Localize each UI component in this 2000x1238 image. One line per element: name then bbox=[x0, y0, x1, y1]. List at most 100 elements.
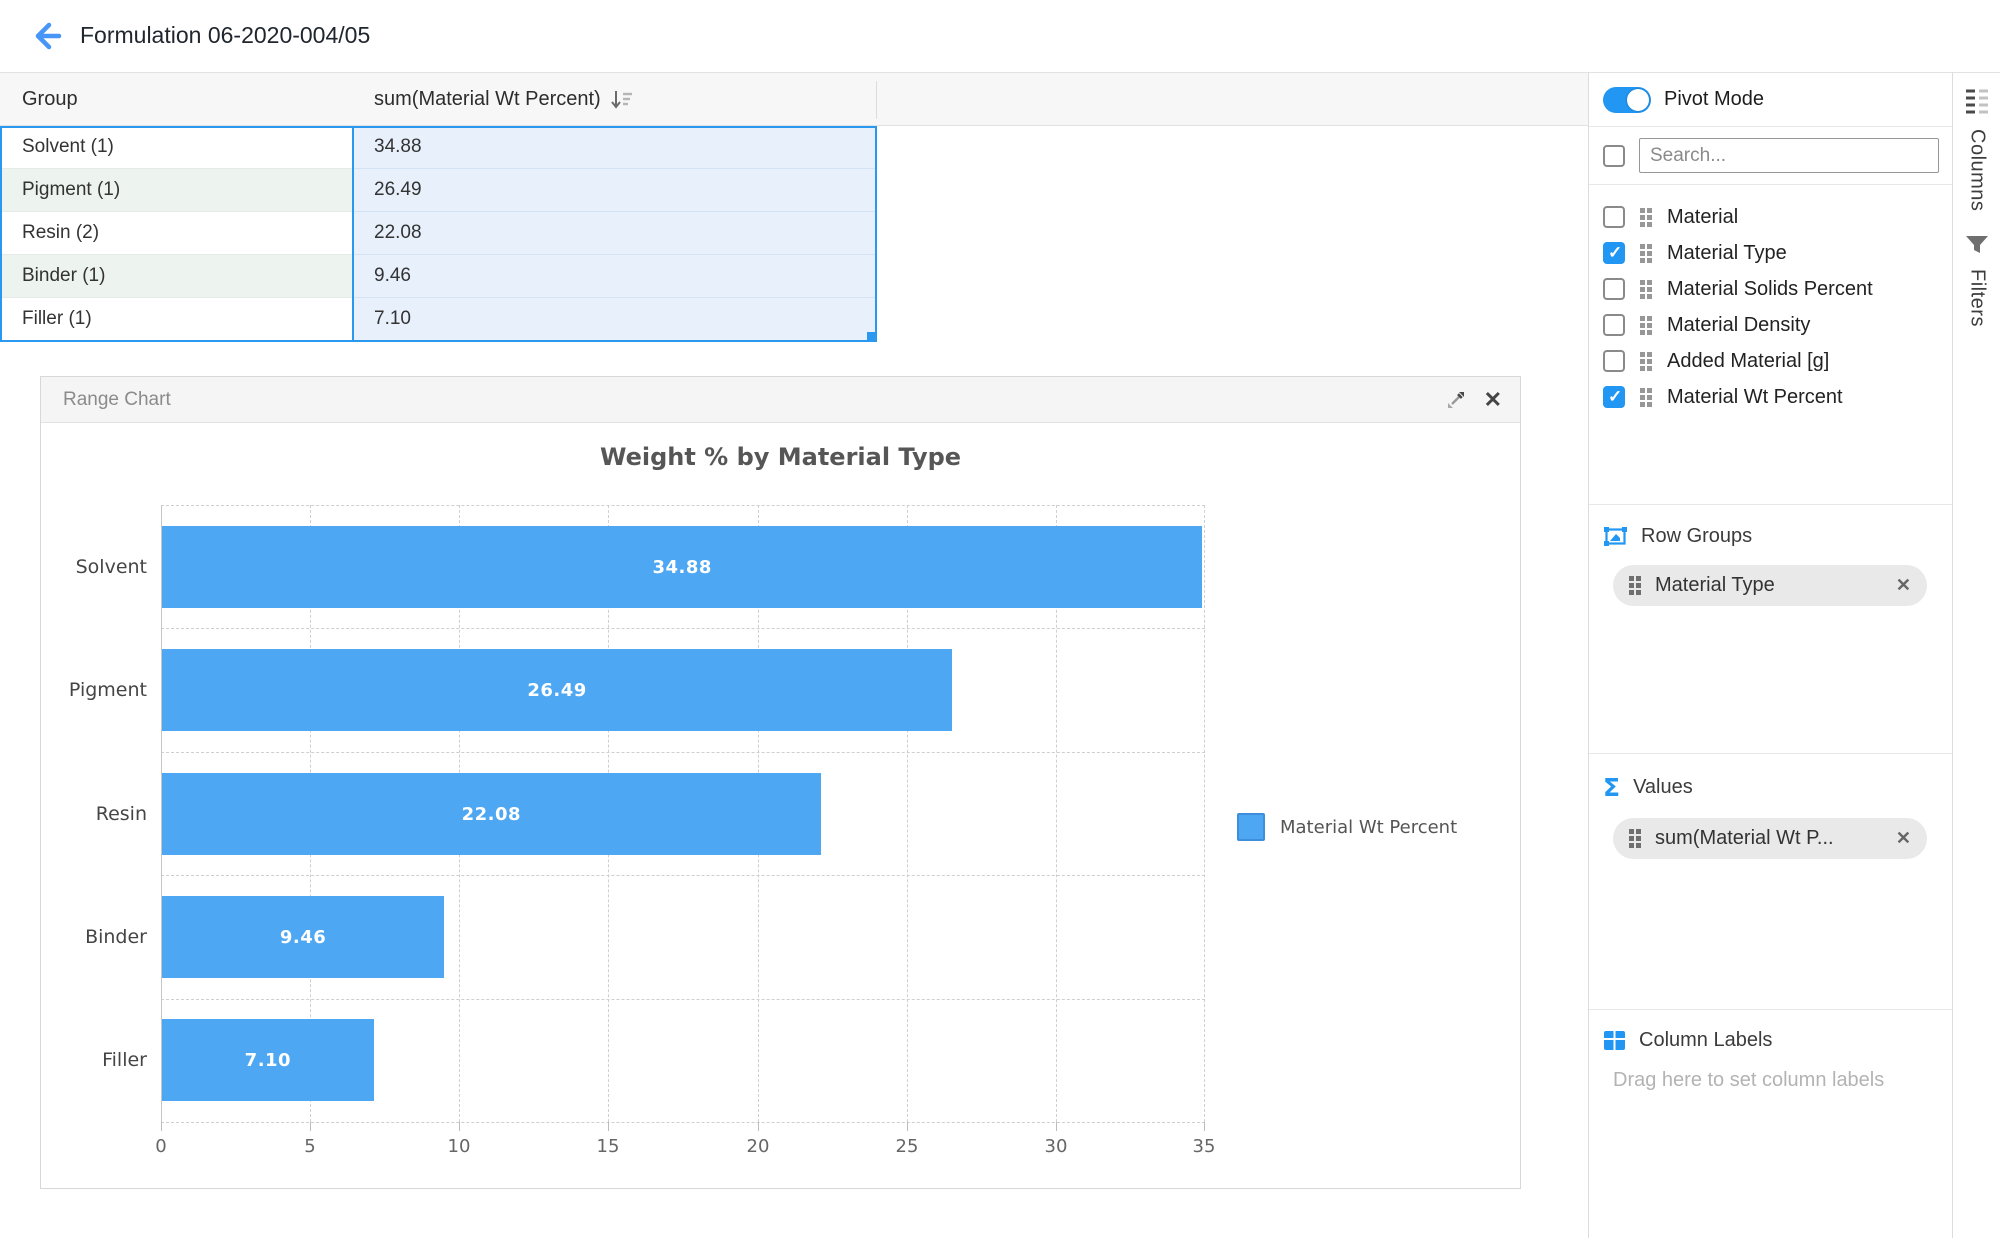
gridline bbox=[1056, 505, 1057, 1122]
bar-value-label: 34.88 bbox=[652, 556, 712, 578]
drag-handle-icon[interactable] bbox=[1640, 351, 1652, 371]
app-header: Formulation 06-2020-004/05 bbox=[0, 0, 2000, 72]
pivot-mode-toggle[interactable] bbox=[1603, 86, 1651, 113]
column-item-material-wt-percent[interactable]: Material Wt Percent bbox=[1589, 379, 1952, 415]
chart-legend[interactable]: Material Wt Percent bbox=[1237, 813, 1457, 841]
column-item-material-type[interactable]: Material Type bbox=[1589, 235, 1952, 271]
bar-binder[interactable]: 9.46 bbox=[162, 896, 445, 978]
search-input[interactable] bbox=[1639, 138, 1939, 173]
gridline bbox=[161, 999, 1205, 1000]
bar-solvent[interactable]: 34.88 bbox=[162, 526, 1203, 608]
group-cell[interactable]: Solvent (1) bbox=[0, 126, 352, 169]
column-list: Material Material Type Material Solids P… bbox=[1589, 185, 1952, 415]
group-cell[interactable]: Resin (2) bbox=[0, 212, 352, 255]
column-labels-icon bbox=[1604, 1031, 1625, 1050]
pivot-mode-row: Pivot Mode bbox=[1589, 73, 1952, 127]
back-arrow-icon bbox=[35, 22, 62, 50]
close-icon: ✕ bbox=[1483, 386, 1502, 412]
checkbox[interactable] bbox=[1603, 206, 1625, 228]
group-cell[interactable]: Pigment (1) bbox=[0, 169, 352, 212]
chart-panel-title: Range Chart bbox=[63, 388, 171, 410]
legend-label: Material Wt Percent bbox=[1280, 816, 1458, 838]
table-row[interactable]: Resin (2) 22.08 bbox=[0, 212, 1588, 255]
table-row[interactable]: Filler (1) 7.10 bbox=[0, 298, 1588, 341]
axis-tick bbox=[310, 1122, 311, 1131]
value-cell[interactable]: 9.46 bbox=[352, 255, 876, 298]
back-button[interactable] bbox=[28, 17, 66, 55]
select-all-checkbox[interactable] bbox=[1603, 144, 1625, 167]
checkbox[interactable] bbox=[1603, 314, 1625, 336]
category-label: Solvent bbox=[75, 556, 147, 578]
table-row[interactable]: Pigment (1) 26.49 bbox=[0, 169, 1588, 212]
gridline bbox=[1204, 505, 1205, 1122]
checkbox[interactable] bbox=[1603, 242, 1625, 264]
tab-columns[interactable]: Columns bbox=[1953, 87, 2000, 211]
x-tick-label: 10 bbox=[447, 1136, 471, 1157]
drag-handle-icon[interactable] bbox=[1629, 829, 1641, 848]
table-row[interactable]: Solvent (1) 34.88 bbox=[0, 126, 1588, 169]
chart-title: Weight % by Material Type bbox=[599, 443, 962, 471]
column-item-added-material[interactable]: Added Material [g] bbox=[1589, 343, 1952, 379]
column-item-material-density[interactable]: Material Density bbox=[1589, 307, 1952, 343]
group-cell[interactable]: Binder (1) bbox=[0, 255, 352, 298]
row-group-chip-material-type[interactable]: Material Type ✕ bbox=[1613, 565, 1927, 606]
drag-handle-icon[interactable] bbox=[1629, 576, 1641, 595]
value-cell[interactable]: 7.10 bbox=[352, 298, 876, 341]
remove-chip-icon[interactable]: ✕ bbox=[1895, 828, 1911, 848]
bar-value-label: 26.49 bbox=[527, 679, 587, 701]
column-item-label: Material Type bbox=[1667, 241, 1787, 264]
drag-handle-icon[interactable] bbox=[1640, 243, 1652, 263]
value-cell[interactable]: 34.88 bbox=[352, 126, 876, 169]
axis-tick bbox=[758, 1122, 759, 1131]
axis-tick bbox=[459, 1122, 460, 1131]
table-row[interactable]: Binder (1) 9.46 bbox=[0, 255, 1588, 298]
group-cell[interactable]: Filler (1) bbox=[0, 298, 352, 341]
bar-resin[interactable]: 22.08 bbox=[162, 773, 821, 855]
drag-handle-icon[interactable] bbox=[1640, 387, 1652, 407]
checkbox[interactable] bbox=[1603, 350, 1625, 372]
drag-handle-icon[interactable] bbox=[1640, 207, 1652, 227]
gridline bbox=[907, 505, 908, 1122]
chip-label: sum(Material Wt P... bbox=[1655, 827, 1834, 849]
column-header-group[interactable]: Group bbox=[0, 88, 352, 111]
axis-tick bbox=[161, 1122, 162, 1131]
checkbox[interactable] bbox=[1603, 278, 1625, 300]
bar-value-label: 9.46 bbox=[279, 926, 327, 948]
value-chip-sum-material-wt-percent[interactable]: sum(Material Wt P... ✕ bbox=[1613, 818, 1927, 859]
column-item-material[interactable]: Material bbox=[1589, 199, 1952, 235]
toggle-knob bbox=[1627, 88, 1649, 111]
bar-pigment[interactable]: 26.49 bbox=[162, 649, 953, 731]
chip-label: Material Type bbox=[1655, 574, 1775, 596]
category-label: Pigment bbox=[68, 679, 147, 701]
expand-chart-button[interactable] bbox=[1444, 388, 1468, 412]
checkbox[interactable] bbox=[1603, 386, 1625, 408]
close-chart-button[interactable]: ✕ bbox=[1483, 386, 1502, 412]
bar-filler[interactable]: 7.10 bbox=[162, 1019, 374, 1101]
x-tick-label: 5 bbox=[304, 1136, 316, 1157]
gridline bbox=[161, 628, 1205, 629]
chart-panel-header[interactable]: Range Chart ✕ bbox=[41, 377, 1520, 423]
side-tab-strip: Columns Filters bbox=[1952, 72, 2000, 1238]
value-cell[interactable]: 26.49 bbox=[352, 169, 876, 212]
row-groups-icon bbox=[1604, 527, 1627, 546]
x-tick-label: 0 bbox=[155, 1136, 167, 1157]
drag-handle-icon[interactable] bbox=[1640, 279, 1652, 299]
search-row bbox=[1589, 127, 1952, 185]
expand-icon bbox=[1447, 391, 1464, 408]
remove-chip-icon[interactable]: ✕ bbox=[1895, 575, 1911, 595]
axis-tick bbox=[1204, 1122, 1205, 1131]
gridline bbox=[161, 1122, 1205, 1123]
tab-columns-label: Columns bbox=[1966, 129, 1989, 212]
tab-filters[interactable]: Filters bbox=[1953, 233, 2000, 327]
column-header-sum-label: sum(Material Wt Percent) bbox=[374, 87, 601, 110]
row-groups-title: Row Groups bbox=[1641, 525, 1753, 547]
column-header-sum[interactable]: sum(Material Wt Percent) bbox=[352, 87, 876, 111]
drag-handle-icon[interactable] bbox=[1640, 315, 1652, 335]
value-cell[interactable]: 22.08 bbox=[352, 212, 876, 255]
column-item-material-solids-percent[interactable]: Material Solids Percent bbox=[1589, 271, 1952, 307]
column-labels-drop-zone[interactable]: Drag here to set column labels bbox=[1613, 1069, 1885, 1091]
gridline bbox=[161, 875, 1205, 876]
range-chart-panel: Range Chart ✕ Weight % by Material Type bbox=[40, 376, 1521, 1189]
x-tick-label: 35 bbox=[1192, 1136, 1216, 1157]
